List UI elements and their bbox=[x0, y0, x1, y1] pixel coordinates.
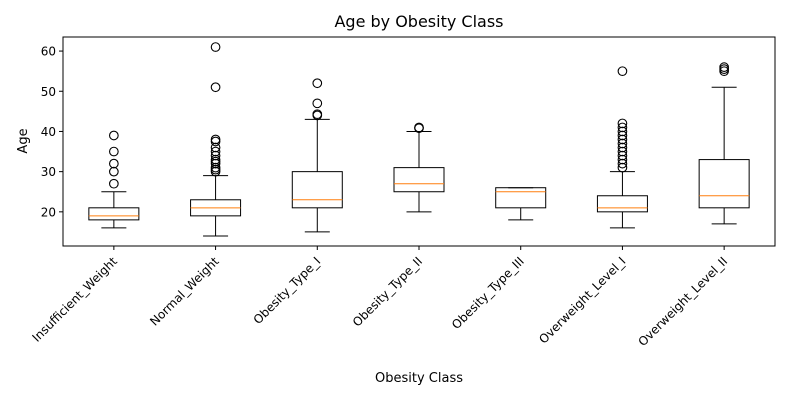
outlier-point bbox=[617, 154, 628, 165]
box bbox=[291, 171, 343, 209]
outlier-point bbox=[210, 42, 221, 52]
outlier-point bbox=[617, 162, 628, 173]
outlier-point bbox=[210, 150, 221, 161]
y-tick-label: 40 bbox=[41, 125, 56, 139]
outlier-point bbox=[617, 126, 628, 137]
outlier-point bbox=[312, 98, 323, 109]
box bbox=[88, 207, 140, 221]
y-axis-label: Age bbox=[16, 128, 31, 153]
box bbox=[393, 167, 445, 193]
outlier-point bbox=[109, 166, 119, 177]
outlier-point bbox=[617, 146, 628, 157]
outlier-point bbox=[617, 134, 628, 145]
outlier-point bbox=[109, 178, 119, 189]
outlier-point bbox=[312, 109, 323, 120]
outlier-point bbox=[210, 82, 221, 93]
y-tick-label: 30 bbox=[41, 165, 56, 179]
outlier-point bbox=[617, 118, 628, 129]
outlier-point bbox=[719, 62, 729, 72]
outlier-point bbox=[210, 134, 221, 145]
plot-frame bbox=[62, 36, 776, 247]
outlier-point bbox=[617, 122, 628, 133]
outlier-point bbox=[617, 130, 628, 141]
outlier-point bbox=[617, 158, 628, 169]
outlier-point bbox=[210, 146, 221, 157]
box bbox=[495, 187, 547, 209]
outlier-point bbox=[210, 142, 221, 153]
outlier-point bbox=[312, 78, 323, 89]
y-tick-label: 20 bbox=[41, 205, 56, 219]
outlier-point bbox=[109, 130, 119, 141]
chart-title: Age by Obesity Class bbox=[334, 12, 503, 31]
outlier-point bbox=[414, 122, 424, 133]
outlier-point bbox=[210, 162, 221, 173]
box bbox=[698, 159, 750, 209]
y-tick-label: 60 bbox=[41, 45, 56, 59]
outlier-point bbox=[617, 142, 628, 153]
outlier-point bbox=[617, 138, 628, 149]
outlier-point bbox=[617, 150, 628, 161]
outlier-point bbox=[210, 154, 221, 165]
outlier-point bbox=[109, 146, 119, 157]
outlier-point bbox=[617, 66, 628, 77]
outlier-point bbox=[109, 158, 119, 169]
y-tick-label: 50 bbox=[41, 85, 56, 99]
box bbox=[596, 195, 648, 213]
x-axis-label: Obesity Class bbox=[375, 371, 463, 386]
